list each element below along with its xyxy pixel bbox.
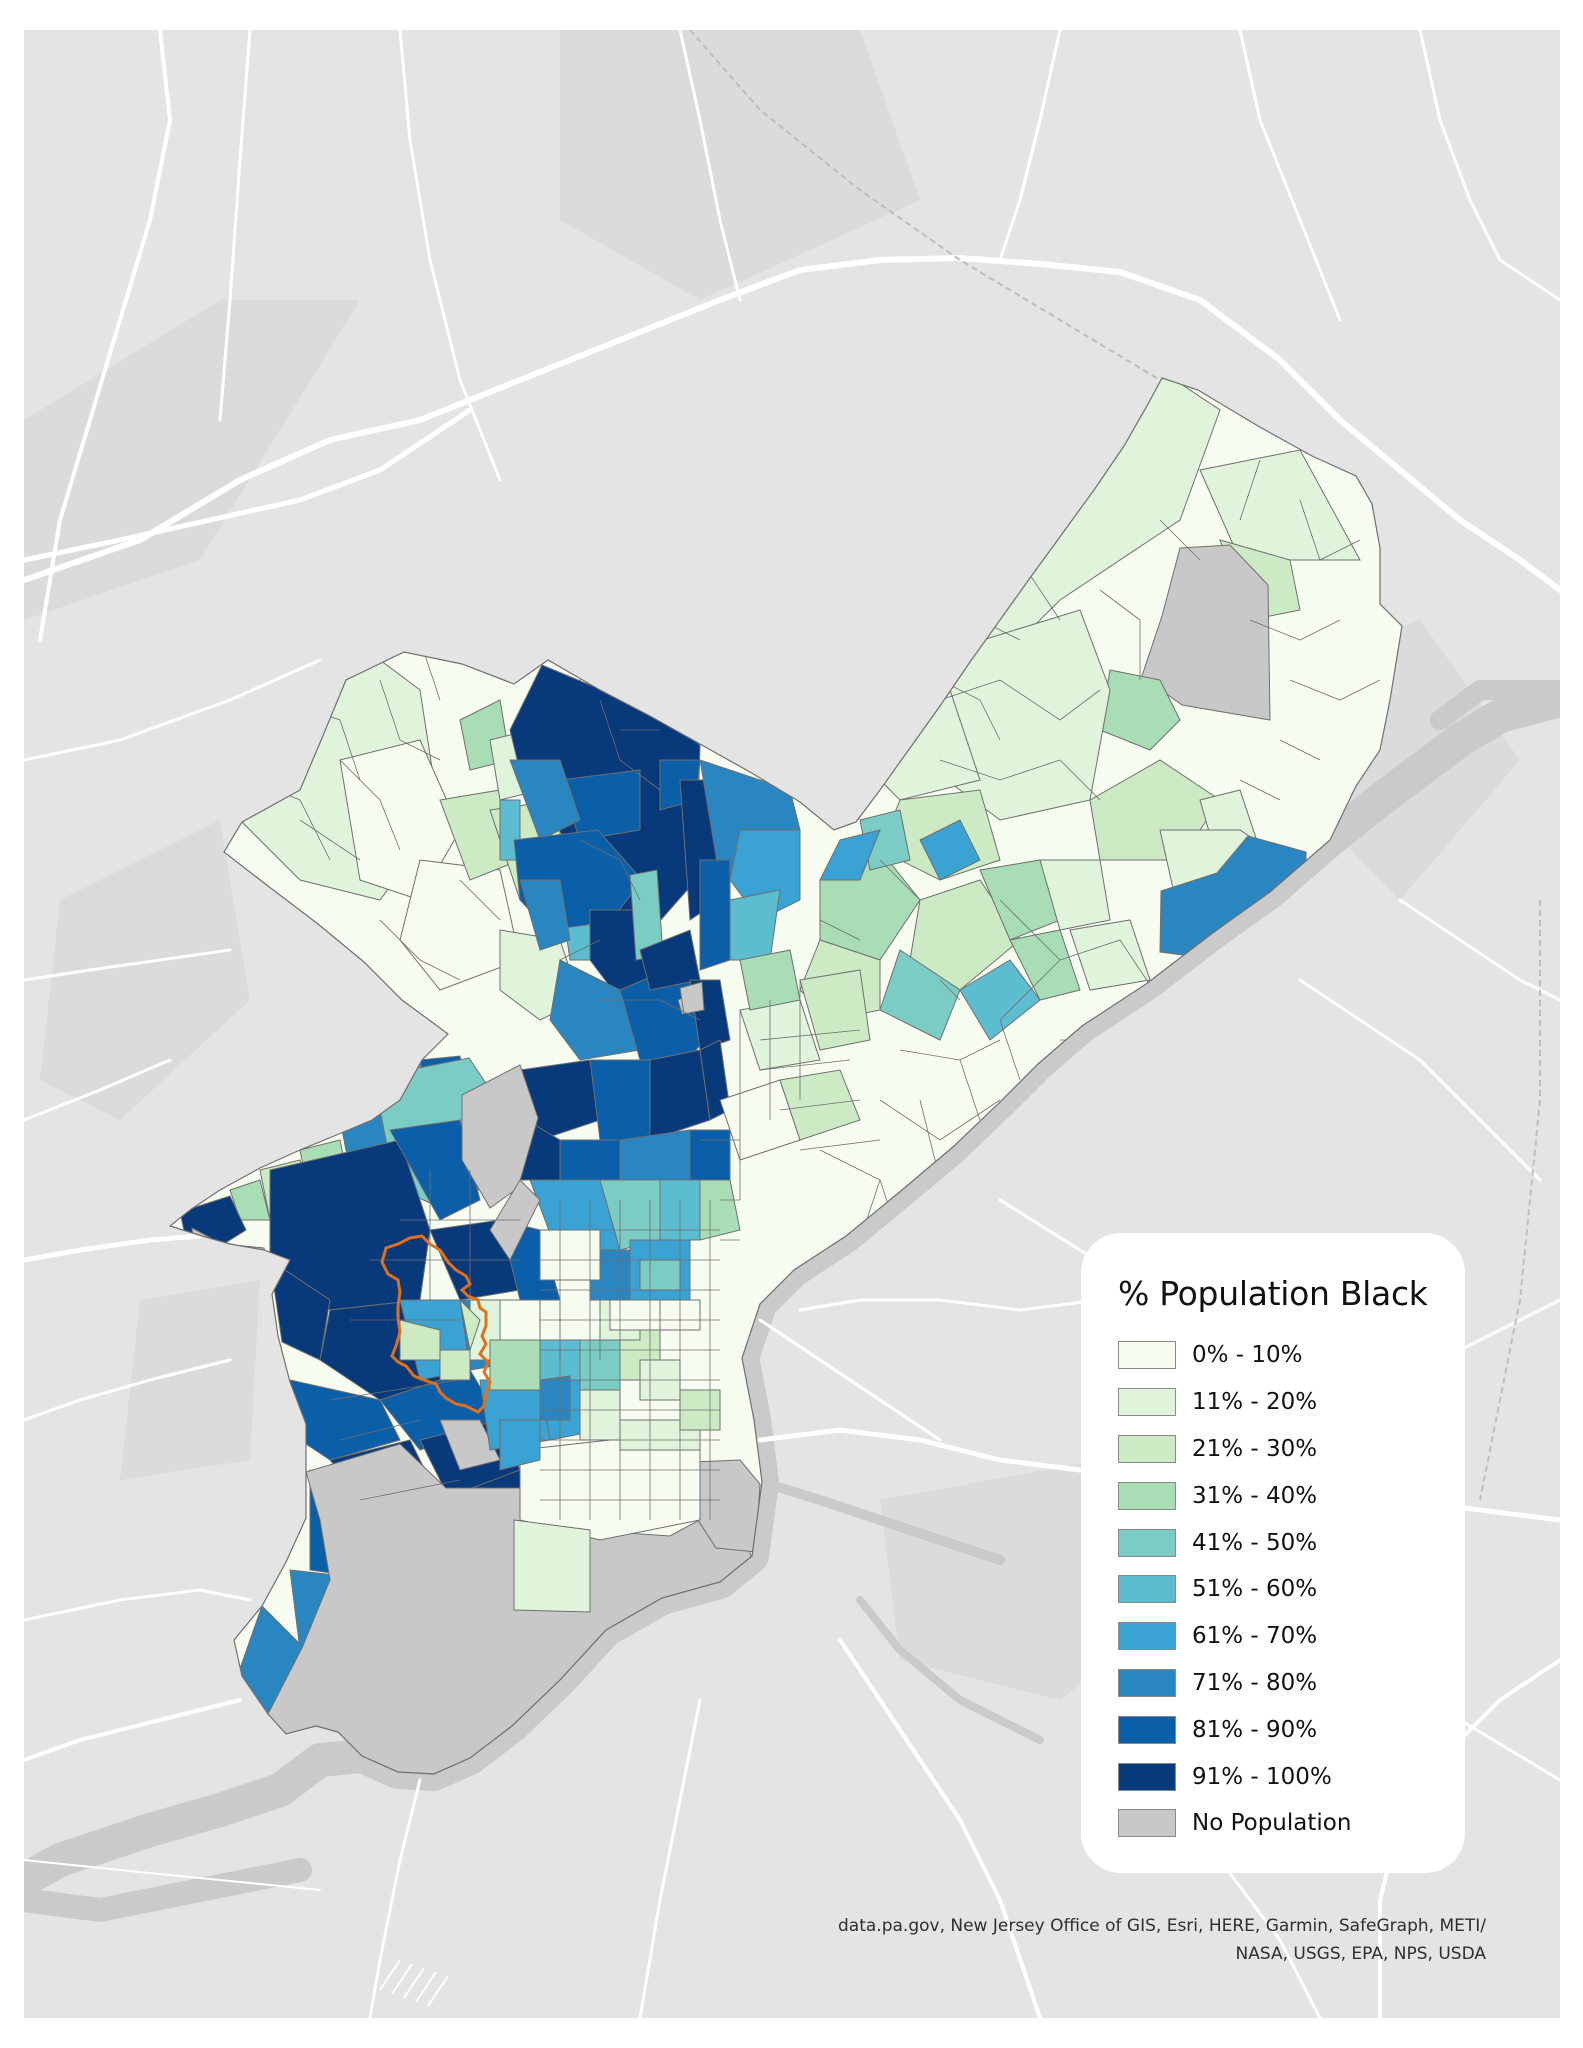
tract[interactable] xyxy=(689,1129,731,1181)
tract[interactable] xyxy=(799,969,871,1051)
legend-item: 41% - 50% xyxy=(1118,1519,1465,1566)
legend-label: 81% - 90% xyxy=(1192,1716,1318,1743)
legend-item: 61% - 70% xyxy=(1118,1613,1465,1660)
legend-label: 91% - 100% xyxy=(1192,1763,1332,1790)
legend-swatch xyxy=(1118,1434,1176,1463)
legend-label: 21% - 30% xyxy=(1192,1435,1318,1462)
tract[interactable] xyxy=(1141,544,1271,721)
legend-item: 91% - 100% xyxy=(1118,1753,1465,1800)
hatched-area xyxy=(379,1959,449,2007)
tract[interactable] xyxy=(459,1298,481,1352)
legend-swatch xyxy=(1118,1575,1176,1604)
legend-label: 71% - 80% xyxy=(1192,1669,1318,1696)
tract[interactable] xyxy=(389,1119,481,1221)
legend-label: No Population xyxy=(1192,1810,1352,1837)
legend-item: 51% - 60% xyxy=(1118,1566,1465,1613)
tract[interactable] xyxy=(539,1375,571,1421)
legend-item: 31% - 40% xyxy=(1118,1472,1465,1519)
tract[interactable] xyxy=(1069,919,1151,991)
city-boundary xyxy=(168,377,1403,1775)
legend-item: 21% - 30% xyxy=(1118,1426,1465,1473)
legend-swatch xyxy=(1118,1341,1176,1370)
tract[interactable] xyxy=(1039,859,1111,931)
tract[interactable] xyxy=(819,829,881,881)
tract[interactable] xyxy=(489,1339,541,1391)
tract[interactable] xyxy=(879,949,961,1041)
legend-swatch xyxy=(1118,1715,1176,1744)
legend-swatch xyxy=(1118,1388,1176,1417)
map-attribution: data.pa.gov, New Jersey Office of GIS, E… xyxy=(838,1912,1486,1968)
tract[interactable] xyxy=(559,1139,621,1181)
legend-swatch xyxy=(1118,1762,1176,1791)
rail-line xyxy=(689,30,1161,381)
legend-label: 11% - 20% xyxy=(1192,1389,1318,1416)
legend-title: % Population Black xyxy=(1118,1274,1428,1313)
tract[interactable] xyxy=(589,1059,651,1141)
tract[interactable] xyxy=(549,959,641,1061)
tract[interactable] xyxy=(579,1389,621,1441)
tract[interactable] xyxy=(1009,929,1081,1001)
tract[interactable] xyxy=(539,1229,601,1281)
legend-label: 0% - 10% xyxy=(1192,1342,1303,1369)
legend-swatch xyxy=(1118,1481,1176,1510)
tract[interactable] xyxy=(439,1349,471,1381)
legend-label: 51% - 60% xyxy=(1192,1576,1318,1603)
tract[interactable] xyxy=(609,1299,661,1331)
legend: % Population Black 0% - 10% 11% - 20% 21… xyxy=(1081,1233,1465,1873)
tract[interactable] xyxy=(639,1259,681,1291)
legend-item: 71% - 80% xyxy=(1118,1660,1465,1707)
tract[interactable] xyxy=(679,981,705,1015)
legend-swatch xyxy=(1118,1809,1176,1838)
highlighted-area-outline[interactable] xyxy=(380,1234,492,1414)
tract[interactable] xyxy=(509,759,581,841)
tract[interactable] xyxy=(1199,449,1361,561)
legend-item: 0% - 10% xyxy=(1118,1332,1465,1379)
rail-line xyxy=(1479,900,1541,1501)
legend-swatch xyxy=(1118,1622,1176,1651)
tract[interactable] xyxy=(519,879,571,951)
legend-swatch xyxy=(1118,1668,1176,1697)
tract[interactable] xyxy=(699,859,731,971)
tract[interactable] xyxy=(919,819,981,881)
attribution-line: data.pa.gov, New Jersey Office of GIS, E… xyxy=(838,1916,1486,1936)
legend-label: 31% - 40% xyxy=(1192,1482,1318,1509)
tract[interactable] xyxy=(909,879,1021,991)
legend-item: 11% - 20% xyxy=(1118,1379,1465,1426)
legend-label: 41% - 50% xyxy=(1192,1529,1318,1556)
legend-item: No Population xyxy=(1118,1800,1465,1847)
philadelphia-choropleth-map[interactable] xyxy=(24,30,1560,2018)
legend-items: 0% - 10% 11% - 20% 21% - 30% 31% - 40% 4… xyxy=(1118,1332,1465,1847)
legend-item: 81% - 90% xyxy=(1118,1706,1465,1753)
tract[interactable] xyxy=(513,1519,591,1613)
tract[interactable] xyxy=(499,1419,541,1471)
legend-label: 61% - 70% xyxy=(1192,1623,1318,1650)
map-frame[interactable]: % Population Black 0% - 10% 11% - 20% 21… xyxy=(24,30,1560,2018)
attribution-line: NASA, USGS, EPA, NPS, USDA xyxy=(1235,1944,1486,1964)
legend-swatch xyxy=(1118,1528,1176,1557)
